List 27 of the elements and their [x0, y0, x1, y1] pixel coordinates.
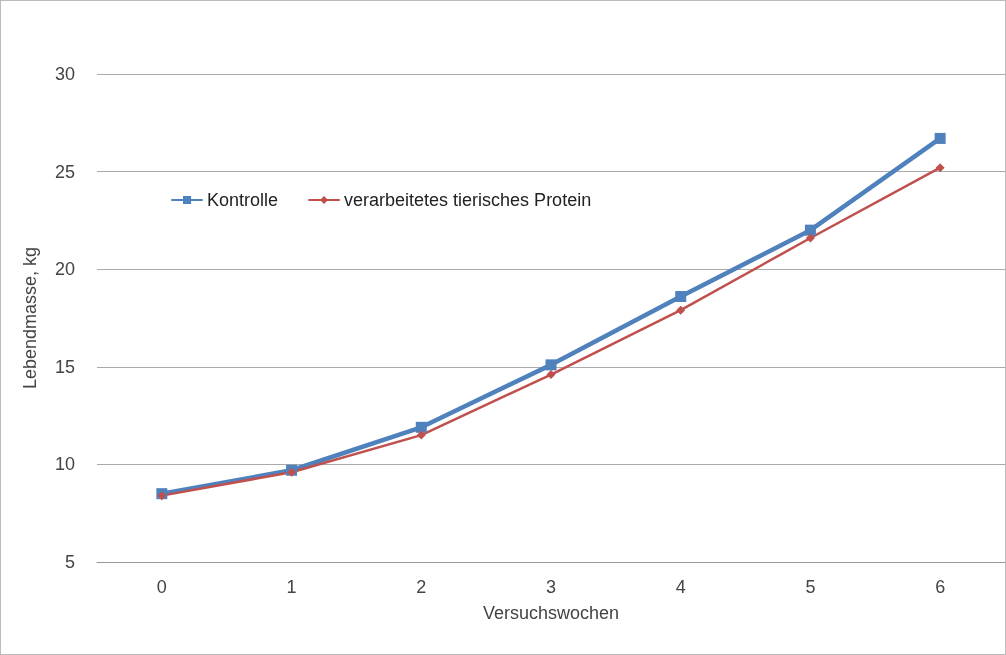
y-tick-label: 20: [54, 259, 75, 280]
x-tick-label: 1: [286, 577, 297, 597]
point: [934, 132, 946, 144]
y-tick-label: 25: [54, 161, 75, 182]
legend-label: Kontrolle: [207, 190, 279, 210]
point: [546, 370, 556, 380]
y-axis-title: Lebendmasse, kg: [20, 246, 40, 390]
point: [545, 359, 557, 371]
x-tick-label: 5: [805, 577, 816, 597]
point: [676, 305, 686, 315]
x-axis-title: Versuchswochen: [482, 603, 620, 623]
x-tick-label: 4: [675, 577, 686, 597]
legend-label: verarbeitetes tierisches Protein: [344, 190, 592, 210]
x-tick-label: 0: [156, 577, 167, 597]
point: [416, 430, 426, 440]
x-tick-label: 2: [416, 577, 427, 597]
y-tick-label: 10: [54, 454, 75, 475]
x-tick-label: 3: [545, 577, 557, 597]
point: [804, 224, 816, 236]
point: [935, 163, 945, 173]
y-tick-label: 5: [64, 552, 75, 572]
point: [805, 233, 815, 243]
point: [415, 421, 427, 433]
y-tick-label: 30: [54, 64, 75, 84]
point: [675, 291, 687, 303]
y-tick-label: 15: [54, 356, 75, 377]
x-tick-label: 6: [935, 577, 946, 597]
